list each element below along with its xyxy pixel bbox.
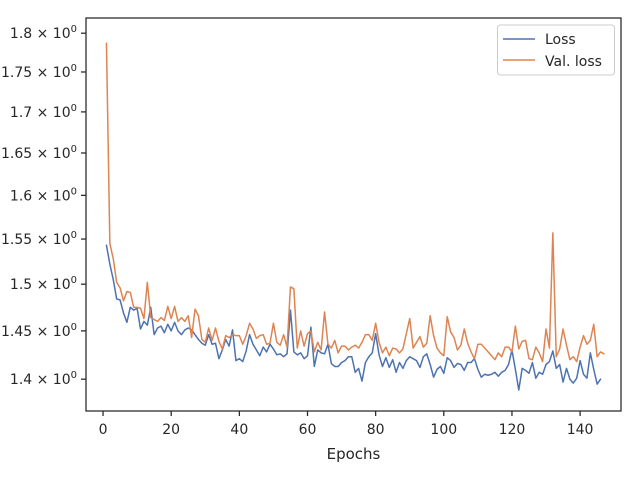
legend-box — [497, 24, 615, 76]
legend-label-val-loss: Val. loss — [545, 54, 602, 70]
x-axis-label: Epochs — [327, 445, 381, 463]
x-tick-label: 100 — [430, 422, 457, 438]
legend: Loss Val. loss — [497, 24, 615, 76]
y-axis: 1.4 × 100 1.45 × 100 1.5 × 100 1.55 × 100 1.… — [1, 24, 86, 388]
x-tick-label: 120 — [499, 422, 526, 438]
series-line-val-loss — [105, 42, 605, 363]
y-tick-label: 1.55 × 100 — [1, 230, 77, 248]
x-tick-label: 140 — [567, 422, 594, 438]
y-tick-label: 1.8 × 100 — [10, 24, 77, 42]
y-tick-label: 1.45 × 100 — [1, 322, 77, 340]
x-tick-label: 60 — [299, 422, 317, 438]
x-tick-label: 20 — [162, 422, 180, 438]
y-tick-label: 1.5 × 100 — [10, 275, 77, 293]
x-axis: 0 20 40 60 80 100 120 140 — [99, 411, 594, 438]
plot-area-frame — [85, 17, 622, 412]
x-tick-label: 40 — [230, 422, 248, 438]
y-tick-label: 1.65 × 100 — [1, 144, 77, 162]
series-layer — [105, 42, 605, 391]
y-tick-label: 1.7 × 100 — [10, 103, 77, 121]
y-tick-label: 1.75 × 100 — [1, 63, 77, 81]
y-tick-label: 1.6 × 100 — [10, 186, 77, 204]
y-tick-label: 1.4 × 100 — [10, 370, 77, 388]
x-tick-label: 80 — [367, 422, 385, 438]
x-tick-label: 0 — [99, 422, 108, 438]
series-line-loss — [105, 244, 602, 391]
legend-label-loss: Loss — [545, 32, 576, 48]
